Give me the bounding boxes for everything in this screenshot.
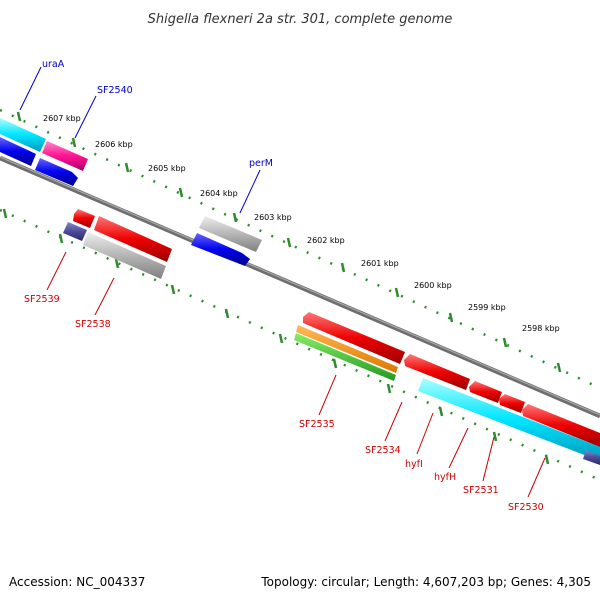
kbp-label: 2601 kbp xyxy=(361,259,399,268)
kbp-labels: 2607 kbp 2606 kbp 2605 kbp 2604 kbp 2603… xyxy=(43,114,560,333)
gene-feature[interactable] xyxy=(35,158,78,186)
reverse-gene-labels: SF2539 SF2538 SF2535 SF2534 hyfI hyfH SF… xyxy=(24,294,544,513)
gene-label[interactable]: perM xyxy=(249,158,273,169)
gene-label[interactable]: SF2534 xyxy=(365,445,401,456)
gene-label[interactable]: SF2540 xyxy=(97,85,133,96)
gene-feature[interactable] xyxy=(418,378,600,461)
gene-feature[interactable] xyxy=(583,450,600,465)
gene-label[interactable]: SF2539 xyxy=(24,294,60,305)
gene-feature[interactable] xyxy=(522,404,600,447)
gene-feature[interactable] xyxy=(303,312,405,364)
genome-backbone xyxy=(0,155,600,419)
gene-feature[interactable] xyxy=(0,137,36,166)
gene-label[interactable]: SF2531 xyxy=(463,485,499,496)
gene-feature[interactable] xyxy=(404,354,470,390)
gene-label[interactable]: uraA xyxy=(42,59,65,70)
gene-label[interactable]: hyfI xyxy=(405,459,423,470)
reverse-strand-genes xyxy=(63,209,600,465)
gene-label[interactable]: SF2530 xyxy=(508,502,544,513)
kbp-label: 2606 kbp xyxy=(95,140,133,149)
gene-feature[interactable] xyxy=(191,233,250,266)
label-leaders xyxy=(19,66,546,498)
gene-feature[interactable] xyxy=(0,118,46,152)
gene-feature[interactable] xyxy=(296,325,398,373)
kbp-label: 2603 kbp xyxy=(254,213,292,222)
gene-feature[interactable] xyxy=(63,222,87,241)
gene-feature[interactable] xyxy=(94,216,172,262)
gene-feature[interactable] xyxy=(294,333,396,381)
genome-summary-text: Topology: circular; Length: 4,607,203 bp… xyxy=(260,575,591,589)
kbp-label: 2602 kbp xyxy=(307,236,345,245)
gene-label[interactable]: SF2538 xyxy=(75,319,111,330)
gene-label[interactable]: SF2535 xyxy=(299,419,335,430)
gene-feature[interactable] xyxy=(199,216,262,252)
kbp-label: 2605 kbp xyxy=(148,164,186,173)
kbp-label: 2598 kbp xyxy=(522,324,560,333)
gene-feature[interactable] xyxy=(83,232,166,279)
map-title: Shigella flexneri 2a str. 301, complete … xyxy=(148,12,453,27)
gene-label[interactable]: hyfH xyxy=(434,472,456,483)
inner-tick-track xyxy=(0,208,600,482)
gene-feature[interactable] xyxy=(499,394,525,413)
gene-feature[interactable] xyxy=(42,141,88,171)
gene-feature[interactable] xyxy=(73,209,95,228)
forward-gene-labels: uraA SF2540 perM xyxy=(42,59,273,169)
gene-feature[interactable] xyxy=(469,381,502,403)
kbp-label: 2600 kbp xyxy=(414,281,452,290)
accession-text: Accession: NC_004337 xyxy=(9,575,145,589)
kbp-label: 2607 kbp xyxy=(43,114,81,123)
kbp-label: 2604 kbp xyxy=(200,189,238,198)
forward-strand-genes xyxy=(0,118,262,266)
outer-tick-track xyxy=(0,108,600,390)
kbp-label: 2599 kbp xyxy=(468,303,506,312)
